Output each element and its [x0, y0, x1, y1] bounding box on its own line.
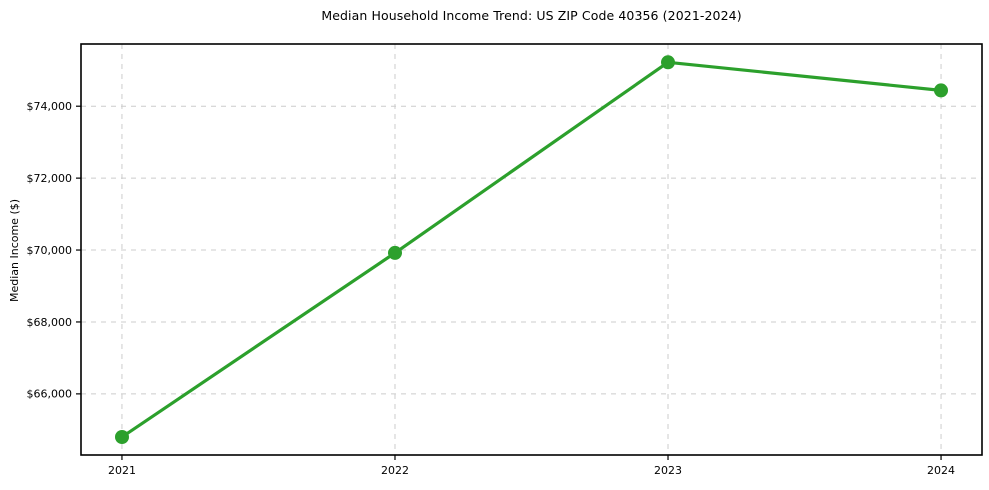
x-tick-label: 2024	[927, 464, 955, 477]
data-point-2024	[934, 83, 948, 98]
y-tick-label: $74,000	[27, 100, 73, 113]
y-tick-label: $70,000	[27, 244, 73, 257]
data-point-2023	[661, 55, 675, 70]
chart-title: Median Household Income Trend: US ZIP Co…	[321, 8, 742, 23]
trend-line	[120, 60, 943, 439]
data-series	[115, 55, 948, 444]
axes: $66,000 $68,000 $70,000 $72,000 $74,000 2021 2…	[27, 43, 983, 477]
data-point-2021	[115, 430, 129, 444]
y-tick-label: $66,000	[27, 388, 73, 401]
y-tick-label: $72,000	[27, 172, 73, 185]
x-tick-label: 2022	[381, 464, 409, 477]
x-tick-label: 2021	[108, 464, 136, 477]
gridlines	[81, 44, 982, 455]
x-tick-label: 2023	[654, 464, 682, 477]
y-tick-label: $68,000	[27, 316, 73, 329]
data-point-2022	[388, 245, 402, 260]
plot-border	[80, 43, 983, 456]
